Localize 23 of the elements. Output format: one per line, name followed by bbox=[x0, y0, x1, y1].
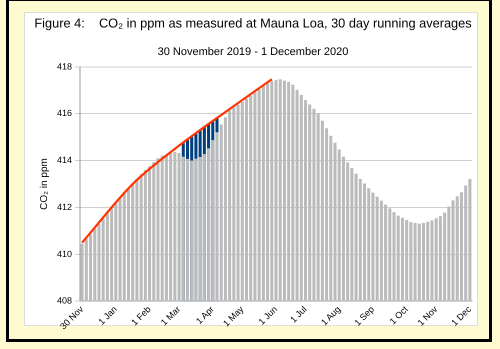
line-series bbox=[81, 78, 273, 244]
x-tick-label: 1 Apr bbox=[194, 304, 216, 326]
x-tick-label: 1 Dec bbox=[449, 304, 474, 328]
x-tick-label: 1 Feb bbox=[129, 304, 153, 328]
x-tick-label: 1 May bbox=[221, 304, 246, 329]
chart-title: Figure 4: CO₂ in ppm as measured at Mauna Loa, 30 day running averages bbox=[34, 15, 472, 30]
y-tick-label: 418 bbox=[56, 61, 72, 72]
x-tick-label: 1 Jun bbox=[256, 304, 280, 327]
y-tick-label: 408 bbox=[56, 296, 72, 306]
y-axis-title: CO₂ in ppm bbox=[38, 158, 50, 210]
x-tick-label: 1 Jan bbox=[96, 304, 120, 327]
y-tick-label: 410 bbox=[56, 248, 72, 259]
x-tick-label: 1 Oct bbox=[388, 304, 410, 326]
y-tick-label: 412 bbox=[56, 202, 72, 212]
x-tick-label: 1 Jul bbox=[288, 304, 309, 325]
x-tick-label: 1 Nov bbox=[416, 304, 440, 328]
x-tick-label: 1 Aug bbox=[319, 304, 342, 328]
y-tick-label: 416 bbox=[56, 108, 72, 118]
x-tick-label: 1 Sep bbox=[352, 304, 376, 328]
chart-subtitle: 30 November 2019 - 1 December 2020 bbox=[158, 46, 348, 58]
y-tick-label: 414 bbox=[56, 155, 72, 166]
x-tick-label: 1 Mar bbox=[158, 304, 182, 328]
x-tick-label: 30 Nov bbox=[58, 304, 86, 332]
